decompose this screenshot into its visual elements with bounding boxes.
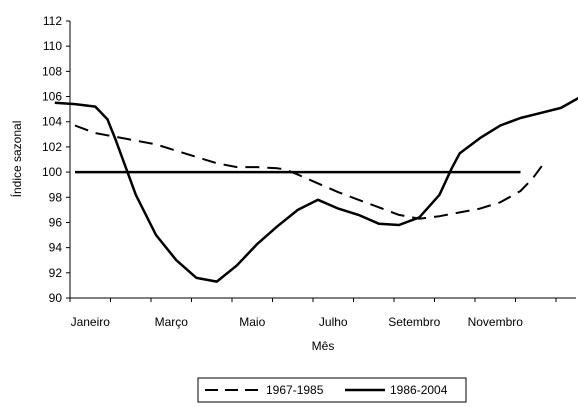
legend: 1967-1985 1986-2004 [197,377,467,403]
x-axis-label: Mês [312,339,335,353]
x-tick-label-maio: Maio [239,315,265,329]
x-tick-label-março: Março [155,315,189,329]
legend-label-1986-2004: 1986-2004 [390,383,448,397]
y-tick-label-104: 104 [42,115,62,129]
legend-label-1967-1985: 1967-1985 [266,383,324,397]
y-tick-label-98: 98 [49,190,63,204]
legend-box [197,377,467,403]
series-line-1986-2004 [54,96,578,283]
series-layer [54,96,578,283]
y-tick-label-106: 106 [42,90,62,104]
y-ticks: 90 92 94 96 98 100 102 104 106 108 110 112 [42,14,70,305]
x-tick-label-janeiro: Janeiro [71,315,111,329]
y-tick-label-102: 102 [42,140,62,154]
axes [69,21,576,299]
y-tick-label-108: 108 [42,64,62,78]
y-axis-label: Índice sazonal [9,121,24,198]
x-tick-label-novembro: Novembro [468,315,524,329]
y-tick-label-92: 92 [49,266,63,280]
x-tick-label-julho: Julho [319,315,348,329]
y-tick-label-94: 94 [49,241,63,255]
y-tick-label-100: 100 [42,165,62,179]
x-tick-label-setembro: Setembro [388,315,440,329]
y-tick-label-110: 110 [43,39,62,53]
x-ticks: Janeiro Março Maio Julho Setembro Novembro [69,298,557,329]
y-tick-label-112: 112 [43,14,62,28]
y-tick-label-96: 96 [49,215,63,229]
y-tick-label-90: 90 [49,291,63,305]
